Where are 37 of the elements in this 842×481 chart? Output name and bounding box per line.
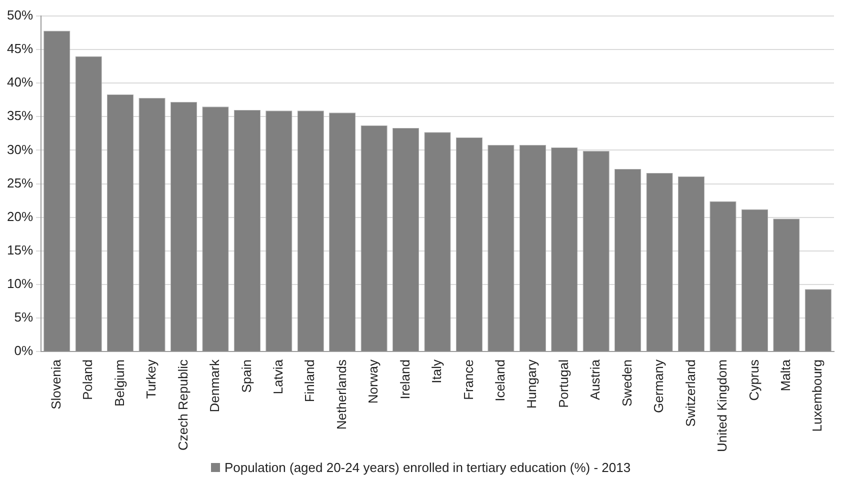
x-tick-label: Belgium: [112, 360, 127, 406]
x-tick-label: Netherlands: [334, 359, 349, 430]
x-tick-label: Italy: [429, 359, 444, 384]
x-tick-label: Poland: [80, 360, 96, 400]
y-tick-label: 50%: [6, 8, 34, 23]
y-tick-label: 45%: [6, 41, 34, 56]
y-tick-label: 10%: [6, 276, 34, 291]
x-tick-label: United Kingdom: [714, 360, 730, 452]
x-tick-label: Slovenia: [48, 358, 64, 410]
x-tick-label: Turkey: [144, 359, 159, 399]
y-tick-label: 15%: [6, 242, 34, 258]
y-tick-label: 5%: [14, 310, 34, 325]
x-tick-label: Cyprus: [746, 359, 762, 401]
x-tick-label: Sweden: [619, 360, 634, 406]
x-tick-label: Germany: [651, 359, 666, 413]
legend-label: Population (aged 20-24 years) enrolled in tertiary education (%) - 2013: [224, 460, 631, 474]
x-tick-label: France: [460, 360, 476, 400]
x-tick-label: Latvia: [270, 358, 286, 394]
y-tick-label: 20%: [6, 208, 34, 224]
x-tick-label: Switzerland: [682, 360, 698, 427]
x-tick-label: Portugal: [556, 359, 571, 408]
x-tick-label: Denmark: [207, 359, 222, 412]
y-tick-label: 30%: [6, 142, 34, 157]
y-tick-label: 25%: [6, 175, 34, 190]
y-tick-label: 35%: [6, 108, 34, 124]
y-tick-label: 0%: [14, 343, 34, 358]
x-tick-label: Finland: [302, 360, 318, 402]
x-tick-label: Spain: [238, 360, 254, 393]
x-tick-label: Norway: [366, 359, 381, 404]
x-tick-label: Czech Republic: [175, 359, 190, 451]
x-tick-label: Ireland: [397, 360, 412, 400]
x-tick-label: Luxembourg: [810, 360, 825, 432]
x-tick-label: Austria: [588, 358, 603, 400]
x-tick-label: Iceland: [492, 360, 508, 402]
x-tick-label: Hungary: [524, 359, 540, 409]
x-tick-label: Malta: [778, 358, 793, 392]
y-tick-label: 40%: [6, 74, 34, 90]
